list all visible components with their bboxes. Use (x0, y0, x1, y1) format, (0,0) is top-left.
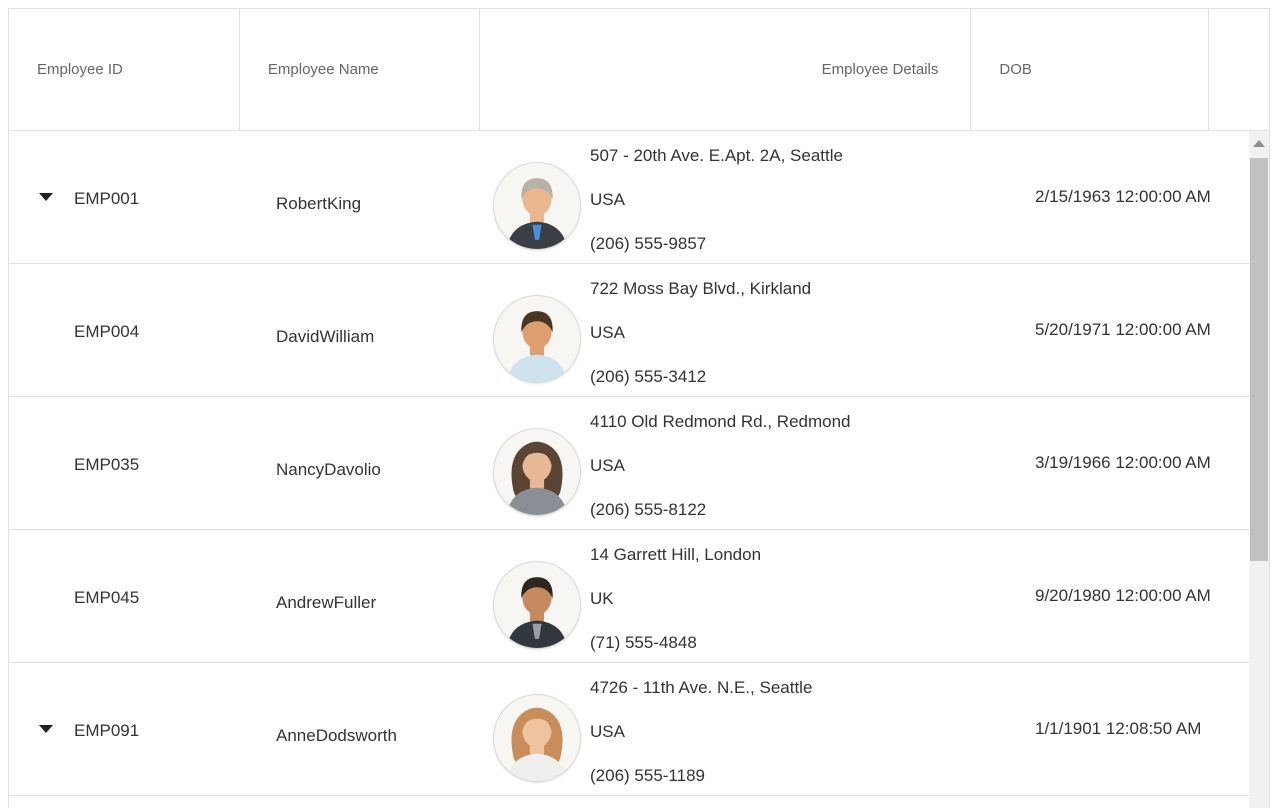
table-row[interactable]: EMP004 DavidWilliam 722 Moss Bay Blvd., … (9, 264, 1269, 397)
employee-name-cell: AndrewFuller (247, 530, 495, 662)
employee-name-value: RobertKing (276, 194, 362, 213)
employee-dob-value: 1/1/1901 12:08:50 AM (1035, 719, 1202, 738)
employee-dob-cell: 1/1/1901 12:08:50 AM (1004, 663, 1249, 795)
column-header-employee-name[interactable]: Employee Name (240, 9, 481, 130)
employee-phone: (71) 555-4848 (590, 632, 697, 652)
employee-address: 14 Garrett Hill, London (590, 544, 762, 564)
column-header-label: Employee Details (821, 61, 939, 78)
employee-id-value: EMP091 (74, 721, 140, 740)
employee-id-cell: EMP035 (9, 397, 247, 529)
employee-phone: (206) 555-1189 (590, 765, 705, 785)
employee-dob-cell: 2/15/1963 12:00:00 AM (1004, 131, 1249, 263)
collapse-arrow-icon[interactable] (39, 725, 74, 733)
grid-header: Employee ID Employee Name Employee Detai… (9, 9, 1269, 131)
column-header-label: Employee ID (37, 61, 123, 78)
employee-avatar (494, 695, 580, 781)
employee-address: 4110 Old Redmond Rd., Redmond (590, 411, 851, 431)
scrollbar-thumb[interactable] (1250, 158, 1268, 561)
employee-id-cell: EMP001 (9, 131, 247, 263)
employee-name-cell: DavidWilliam (247, 264, 495, 396)
employee-id-cell: EMP045 (9, 530, 247, 662)
employee-id-cell: EMP004 (9, 264, 247, 396)
employee-details-cell: 4110 Old Redmond Rd., Redmond USA (206) … (494, 397, 1004, 529)
column-header-employee-details[interactable]: Employee Details (480, 9, 972, 130)
employee-address: 722 Moss Bay Blvd., Kirkland (590, 278, 812, 298)
employee-country: USA (590, 322, 625, 342)
employee-details-cell: 4726 - 11th Ave. N.E., Seattle USA (206)… (494, 663, 1004, 795)
scroll-up-button[interactable] (1249, 131, 1269, 156)
column-header-label: DOB (999, 61, 1032, 78)
employee-country: USA (590, 189, 625, 209)
employee-avatar (494, 562, 580, 648)
employee-dob-cell: 3/19/1966 12:00:00 AM (1004, 397, 1249, 529)
employee-dob-cell: 5/20/1971 12:00:00 AM (1004, 264, 1249, 396)
employee-country: USA (590, 455, 625, 475)
employee-name-value: DavidWilliam (276, 327, 375, 346)
table-row[interactable]: EMP001 RobertKing 507 - 20th Ave. E.Apt.… (9, 131, 1269, 264)
employee-phone: (206) 555-8122 (590, 499, 707, 519)
employee-phone: (206) 555-3412 (590, 366, 707, 386)
employee-id-value: EMP001 (74, 189, 140, 208)
employee-dob-cell: 9/20/1980 12:00:00 AM (1004, 530, 1249, 662)
column-header-employee-id[interactable]: Employee ID (9, 9, 240, 130)
employee-name-value: NancyDavolio (276, 460, 381, 479)
employee-details-cell: 507 - 20th Ave. E.Apt. 2A, Seattle USA (… (494, 131, 1004, 263)
employee-id-value: EMP035 (74, 455, 140, 474)
employee-dob-value: 3/19/1966 12:00:00 AM (1035, 453, 1211, 472)
column-header-dob[interactable]: DOB (971, 9, 1209, 130)
employee-dob-value: 9/20/1980 12:00:00 AM (1035, 586, 1211, 605)
employee-details-cell: 722 Moss Bay Blvd., Kirkland USA (206) 5… (494, 264, 1004, 396)
employee-details-cell: 14 Garrett Hill, London UK (71) 555-4848 (494, 530, 1004, 662)
arrow-up-icon (1253, 140, 1265, 147)
table-row[interactable]: EMP035 NancyDavolio 4110 Old Redmond Rd.… (9, 397, 1269, 530)
employee-name-value: AndrewFuller (276, 593, 377, 612)
employee-avatar (494, 429, 580, 515)
employee-id-cell: EMP091 (9, 663, 247, 795)
employee-phone: (206) 555-9857 (590, 233, 707, 253)
collapse-arrow-icon[interactable] (39, 193, 74, 201)
table-row[interactable]: EMP091 AnneDodsworth 4726 - 11th Ave. N.… (9, 663, 1269, 796)
employee-id-value: EMP004 (74, 322, 140, 341)
employee-name-cell: AnneDodsworth (247, 663, 495, 795)
employee-id-value: EMP045 (74, 588, 140, 607)
employee-tree-grid: Employee ID Employee Name Employee Detai… (8, 8, 1270, 808)
employee-name-cell: RobertKing (247, 131, 495, 263)
employee-name-cell: NancyDavolio (247, 397, 495, 529)
employee-avatar (494, 296, 580, 382)
employee-name-value: AnneDodsworth (276, 726, 397, 745)
vertical-scrollbar[interactable] (1249, 131, 1269, 808)
employee-address: 507 - 20th Ave. E.Apt. 2A, Seattle (590, 145, 843, 165)
employee-avatar (494, 163, 580, 249)
employee-dob-value: 5/20/1971 12:00:00 AM (1035, 320, 1211, 339)
employee-address: 4726 - 11th Ave. N.E., Seattle (590, 677, 813, 697)
table-row[interactable]: EMP045 AndrewFuller 14 Garrett Hill, Lon… (9, 530, 1269, 663)
employee-country: USA (590, 721, 625, 741)
column-header-label: Employee Name (267, 61, 379, 78)
employee-dob-value: 2/15/1963 12:00:00 AM (1035, 187, 1211, 206)
grid-body: EMP001 RobertKing 507 - 20th Ave. E.Apt.… (9, 131, 1269, 796)
header-scrollbar-spacer (1209, 9, 1269, 130)
employee-country: UK (590, 588, 614, 608)
